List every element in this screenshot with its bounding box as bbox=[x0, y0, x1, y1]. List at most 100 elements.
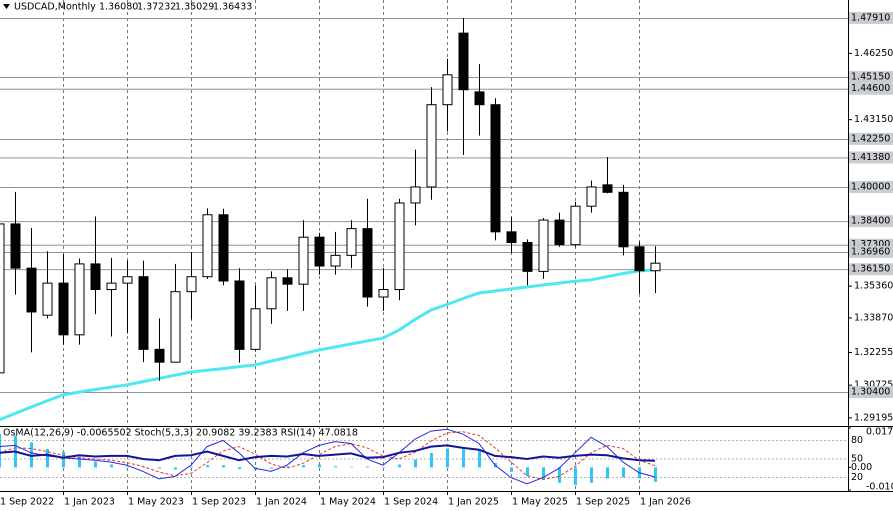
candle-body bbox=[346, 228, 357, 256]
candle-body bbox=[314, 236, 325, 267]
candle-body bbox=[266, 277, 277, 310]
menu-arrow[interactable] bbox=[3, 4, 10, 9]
x-tick-label: 1 Jan 2026 bbox=[640, 497, 691, 508]
level-label-box bbox=[849, 151, 893, 164]
level-label-box bbox=[849, 82, 893, 95]
candle-body bbox=[298, 236, 309, 285]
osma-bar bbox=[302, 465, 305, 468]
level-label: 1.40000 bbox=[851, 181, 890, 192]
candle-body bbox=[106, 282, 117, 291]
candle-body bbox=[282, 277, 293, 285]
candle-body bbox=[458, 32, 469, 91]
candle-body bbox=[154, 348, 165, 363]
level-label-box bbox=[849, 180, 893, 193]
osma-tick-label: -0.01021 bbox=[866, 482, 893, 493]
x-tick-label: 1 Sep 2023 bbox=[192, 497, 246, 508]
osma-bar bbox=[190, 466, 193, 468]
osma-tick-label: 0.0177324 bbox=[866, 427, 893, 438]
candle-body bbox=[410, 186, 421, 204]
osma-bar bbox=[222, 465, 225, 468]
osma-bar bbox=[318, 464, 321, 468]
osma-bar bbox=[46, 448, 49, 468]
level-label: 1.41380 bbox=[851, 152, 890, 163]
y-tick-label: 1.30725 bbox=[854, 380, 893, 391]
candle-body bbox=[538, 219, 549, 272]
osma-bar bbox=[526, 467, 529, 477]
stoch-signal bbox=[0, 431, 656, 480]
osma-bar bbox=[126, 466, 129, 468]
level-label-box bbox=[849, 215, 893, 228]
level-label: 1.36150 bbox=[851, 264, 890, 275]
candle-body bbox=[490, 104, 501, 233]
candle-body bbox=[522, 242, 533, 272]
level-label: 1.37300 bbox=[851, 239, 890, 250]
candle-body bbox=[42, 282, 53, 316]
candle-body bbox=[618, 191, 629, 248]
level-label: 1.38400 bbox=[851, 216, 890, 227]
level-label-box bbox=[849, 70, 893, 83]
osma-bar bbox=[94, 461, 97, 468]
candle-body bbox=[74, 263, 85, 336]
level-label: 1.36960 bbox=[851, 246, 890, 257]
stoch-tick-label: 20 bbox=[851, 472, 863, 483]
header-high: 1.37232 bbox=[137, 2, 176, 13]
osma-bar bbox=[0, 434, 1, 468]
osma-bar bbox=[542, 467, 545, 480]
candle-body bbox=[426, 104, 437, 188]
candle-body bbox=[394, 202, 405, 291]
osma-bar bbox=[30, 442, 33, 468]
indicator-title: OsMA(12,26,9) -0.0065502 Stoch(5,3,3) 20… bbox=[3, 428, 358, 439]
x-tick-label: 1 Sep 2024 bbox=[384, 497, 438, 508]
x-tick-label: 1 May 2024 bbox=[320, 497, 376, 508]
header-open: 1.36080 bbox=[99, 2, 138, 13]
osma-bar bbox=[622, 467, 625, 478]
level-label: 1.47910 bbox=[851, 12, 890, 23]
osma-bar bbox=[158, 467, 161, 469]
x-tick-label: 1 Jan 2023 bbox=[64, 497, 115, 508]
moving-average bbox=[0, 268, 656, 422]
candle-body bbox=[602, 184, 613, 193]
candle-body bbox=[250, 308, 261, 350]
y-tick-label: 1.32255 bbox=[854, 347, 893, 358]
y-tick-label: 1.33870 bbox=[854, 312, 893, 323]
osma-bar bbox=[62, 451, 65, 468]
candle-body bbox=[442, 74, 453, 106]
osma-bar bbox=[558, 467, 561, 483]
candle-body bbox=[570, 205, 581, 246]
osma-bar bbox=[270, 467, 273, 469]
candle-body bbox=[26, 267, 37, 313]
osma-bar bbox=[78, 456, 81, 468]
osma-bar bbox=[590, 467, 593, 483]
osma-bar bbox=[398, 464, 401, 468]
candle-body bbox=[378, 289, 389, 298]
level-label-box bbox=[849, 263, 893, 276]
candle-body bbox=[218, 214, 229, 282]
x-tick-label: 1 Jan 2025 bbox=[448, 497, 499, 508]
osma-bar bbox=[446, 448, 449, 468]
x-tick-label: 1 Sep 2022 bbox=[0, 497, 54, 508]
osma-tick-label: 0.00 bbox=[851, 462, 872, 473]
candle-body bbox=[58, 282, 69, 336]
x-tick-label: 1 Jan 2024 bbox=[256, 497, 307, 508]
candle-body bbox=[90, 263, 101, 291]
osma-bar bbox=[478, 449, 481, 468]
candle-body bbox=[10, 223, 21, 269]
level-label-box bbox=[849, 245, 893, 258]
candle-body bbox=[122, 276, 133, 284]
candle-body bbox=[362, 228, 373, 298]
osma-bar bbox=[430, 452, 433, 468]
candle-body bbox=[554, 219, 565, 246]
candle-body bbox=[474, 91, 485, 106]
candle-body bbox=[202, 214, 213, 278]
stoch-main bbox=[0, 428, 656, 485]
level-label-box bbox=[849, 11, 893, 24]
y-tick-label: 1.35360 bbox=[854, 281, 893, 292]
stoch-tick-label: 50 bbox=[851, 454, 863, 465]
level-label: 1.30400 bbox=[851, 387, 890, 398]
x-tick-label: 1 May 2025 bbox=[512, 497, 568, 508]
candle-body bbox=[234, 280, 245, 350]
x-tick-label: 1 May 2023 bbox=[128, 497, 184, 508]
osma-bar bbox=[238, 467, 241, 470]
